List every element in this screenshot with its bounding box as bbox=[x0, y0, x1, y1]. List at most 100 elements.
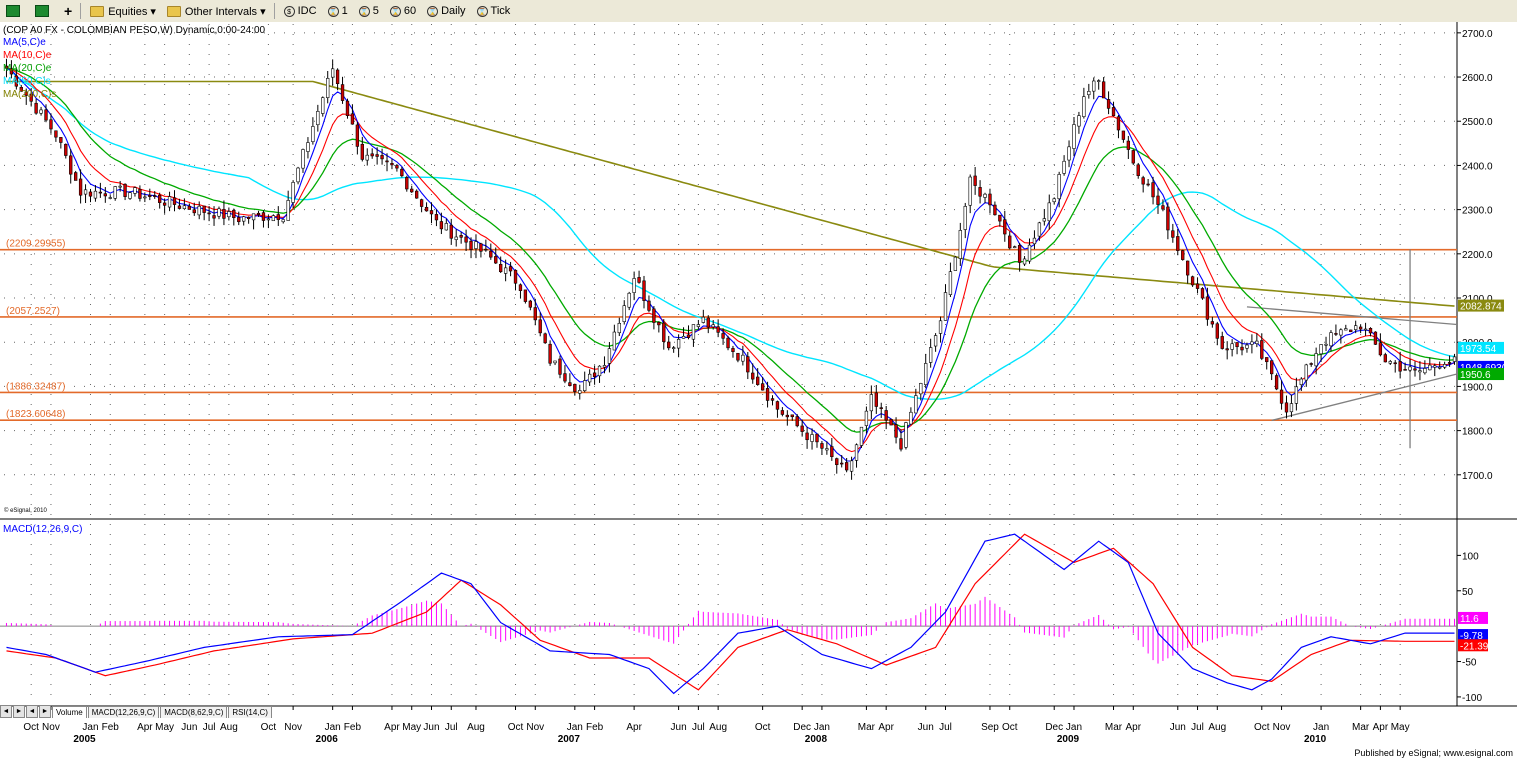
tab-next-arrow[interactable]: ► bbox=[39, 705, 51, 718]
candle-body bbox=[494, 256, 498, 264]
candle-body bbox=[1052, 198, 1056, 203]
candle-body bbox=[884, 410, 888, 421]
candle-body bbox=[1171, 230, 1175, 238]
candle-body bbox=[780, 410, 785, 415]
chart-toolbar: + Equities ▾ Other Intervals ▾ $ IDC ⌛ 1 ⌛ 5 ⌛ 60 ⌛… bbox=[0, 0, 1517, 23]
candle-body bbox=[756, 376, 760, 385]
candle-body bbox=[810, 434, 814, 442]
toolbar-button-2[interactable]: + bbox=[59, 2, 77, 20]
candle-body bbox=[558, 358, 562, 375]
chart-background bbox=[0, 22, 1517, 706]
toolbar-separator bbox=[80, 3, 82, 19]
toolbar-button-6[interactable]: ⌛ 1 bbox=[323, 2, 353, 20]
x-tick-label: Jan bbox=[567, 722, 583, 733]
study-tab[interactable]: RSI(14,C) bbox=[228, 705, 272, 718]
price-tag: 1973.54 bbox=[1460, 344, 1497, 355]
x-tick-label: Jun bbox=[181, 722, 197, 733]
candle-body bbox=[59, 137, 63, 143]
candle-body bbox=[1270, 360, 1274, 375]
toolbar-button-5[interactable]: $ IDC bbox=[279, 2, 322, 20]
candle-body bbox=[667, 341, 671, 349]
candle-body bbox=[513, 269, 518, 284]
tab-prev-arrow[interactable]: ◄ bbox=[26, 705, 38, 718]
candle-body bbox=[948, 271, 953, 295]
toolbar-button-9[interactable]: ⌛ Daily bbox=[422, 2, 470, 20]
candle-body bbox=[844, 462, 849, 471]
candle-body bbox=[1260, 340, 1264, 359]
macd-y-tick-label: 100 bbox=[1462, 551, 1479, 562]
study-tab[interactable]: MACD(8,62,9,C) bbox=[160, 705, 228, 718]
study-tab[interactable]: MACD(12,26,9,C) bbox=[87, 705, 160, 718]
candle-body bbox=[266, 218, 271, 221]
candle-body bbox=[405, 177, 409, 190]
candle-body bbox=[1428, 364, 1432, 371]
scroll-right-arrow[interactable]: ► bbox=[13, 705, 25, 718]
candle-body bbox=[820, 443, 824, 449]
candle-body bbox=[1274, 375, 1279, 390]
toolbar-button-7[interactable]: ⌛ 5 bbox=[354, 2, 384, 20]
candle-body bbox=[765, 388, 770, 401]
candle-body bbox=[696, 324, 701, 327]
candle-body bbox=[237, 217, 241, 223]
legend-entry: MA(200,C)s bbox=[3, 89, 56, 100]
candle-body bbox=[736, 352, 740, 361]
toolbar-separator bbox=[273, 3, 275, 19]
candle-body bbox=[1279, 389, 1284, 404]
candle-body bbox=[770, 398, 775, 401]
candle-body bbox=[251, 213, 256, 221]
candle-body bbox=[691, 324, 696, 340]
candle-body bbox=[39, 109, 43, 114]
candle-body bbox=[716, 326, 720, 333]
candle-body bbox=[484, 248, 488, 251]
candle-body bbox=[479, 243, 483, 252]
candle-body bbox=[1329, 332, 1333, 347]
candle-body bbox=[242, 216, 246, 222]
candle-body bbox=[657, 322, 661, 326]
candle-body bbox=[1245, 344, 1249, 349]
toolbar-button-10[interactable]: ⌛ Tick bbox=[472, 2, 516, 20]
x-tick-label: Aug bbox=[709, 722, 727, 733]
candle-body bbox=[1151, 182, 1155, 198]
x-tick-label: Aug bbox=[1208, 722, 1226, 733]
candle-body bbox=[454, 236, 458, 240]
candle-body bbox=[395, 165, 399, 169]
candle-body bbox=[434, 214, 439, 221]
candle-body bbox=[751, 372, 755, 380]
grid-view-icon bbox=[6, 5, 20, 17]
candle-body bbox=[943, 292, 948, 321]
candle-body bbox=[276, 214, 280, 220]
candle-body bbox=[879, 407, 883, 409]
candle-body bbox=[1314, 353, 1318, 367]
legend-entry: MA(20,C)e bbox=[3, 63, 52, 74]
x-tick-label: Apr bbox=[626, 722, 642, 733]
candle-body bbox=[1062, 160, 1066, 174]
x-tick-label: Apr bbox=[384, 722, 400, 733]
toolbar-button-3[interactable]: Equities ▾ bbox=[85, 2, 161, 20]
candle-body bbox=[439, 221, 444, 230]
candle-body bbox=[958, 230, 962, 259]
chart-title: (COP A0 FX - COLOMBIAN PESO,W) Dynamic,0… bbox=[3, 25, 266, 36]
candle-body bbox=[1181, 250, 1185, 260]
candle-body bbox=[592, 372, 597, 377]
layout-icon bbox=[35, 5, 49, 17]
candle-body bbox=[587, 373, 592, 383]
toolbar-button-8[interactable]: ⌛ 60 bbox=[385, 2, 421, 20]
candle-body bbox=[523, 289, 528, 302]
candle-body bbox=[998, 214, 1002, 222]
candle-body bbox=[919, 383, 923, 395]
toolbar-button-0[interactable] bbox=[1, 2, 29, 20]
study-tab[interactable]: Volume bbox=[52, 705, 87, 718]
candle-body bbox=[1235, 342, 1239, 348]
candle-body bbox=[612, 331, 617, 351]
interval-icon: ⌛ bbox=[358, 5, 370, 17]
toolbar-button-1[interactable] bbox=[30, 2, 58, 20]
candle-body bbox=[286, 200, 290, 221]
candle-body bbox=[246, 216, 251, 219]
scroll-left-arrow[interactable]: ◄ bbox=[0, 705, 12, 718]
toolbar-button-4[interactable]: Other Intervals ▾ bbox=[162, 2, 271, 20]
candle-body bbox=[103, 193, 107, 197]
candle-body bbox=[1230, 343, 1234, 350]
candle-body bbox=[637, 277, 641, 283]
candle-body bbox=[815, 433, 819, 443]
y-tick-label: 1900.0 bbox=[1462, 382, 1493, 393]
